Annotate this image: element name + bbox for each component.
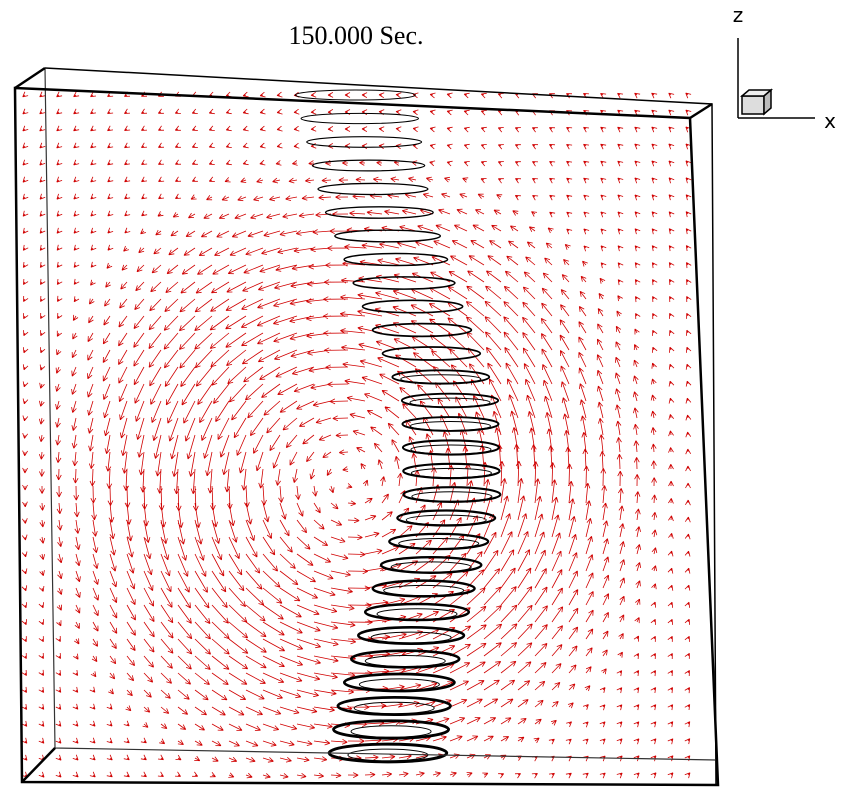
ring-inner <box>410 398 490 407</box>
ring-inner <box>406 515 486 525</box>
axis-triad <box>738 38 815 118</box>
ring-inner <box>401 375 481 383</box>
time-title: 150.000 Sec. <box>288 21 423 50</box>
structure-rings <box>295 90 500 762</box>
visualization: 150.000 Sec. z x <box>0 0 846 805</box>
ring-inner <box>365 656 445 667</box>
ring <box>373 324 472 337</box>
ring-inner <box>411 445 491 454</box>
ring-inner <box>377 609 457 620</box>
ring-inner <box>359 679 439 690</box>
axis-label-x: x <box>824 109 836 133</box>
ring <box>389 534 488 549</box>
ring <box>301 113 418 123</box>
ring-inner <box>391 562 471 572</box>
page: 150.000 Sec. z x (() => { const data = J… <box>0 0 846 805</box>
ring <box>334 721 449 738</box>
ring <box>335 230 440 242</box>
ring <box>312 160 424 171</box>
ring-inner <box>354 702 434 713</box>
axis-label-z: z <box>733 3 744 27</box>
ring <box>397 511 495 526</box>
ring-inner <box>410 422 490 431</box>
ring-inner <box>411 468 491 477</box>
ring-inner <box>351 726 431 738</box>
domain-box <box>15 68 718 785</box>
ring <box>353 277 455 289</box>
ring-inner <box>384 585 464 595</box>
ring <box>338 697 450 714</box>
ring <box>326 207 434 218</box>
ring <box>318 183 428 194</box>
